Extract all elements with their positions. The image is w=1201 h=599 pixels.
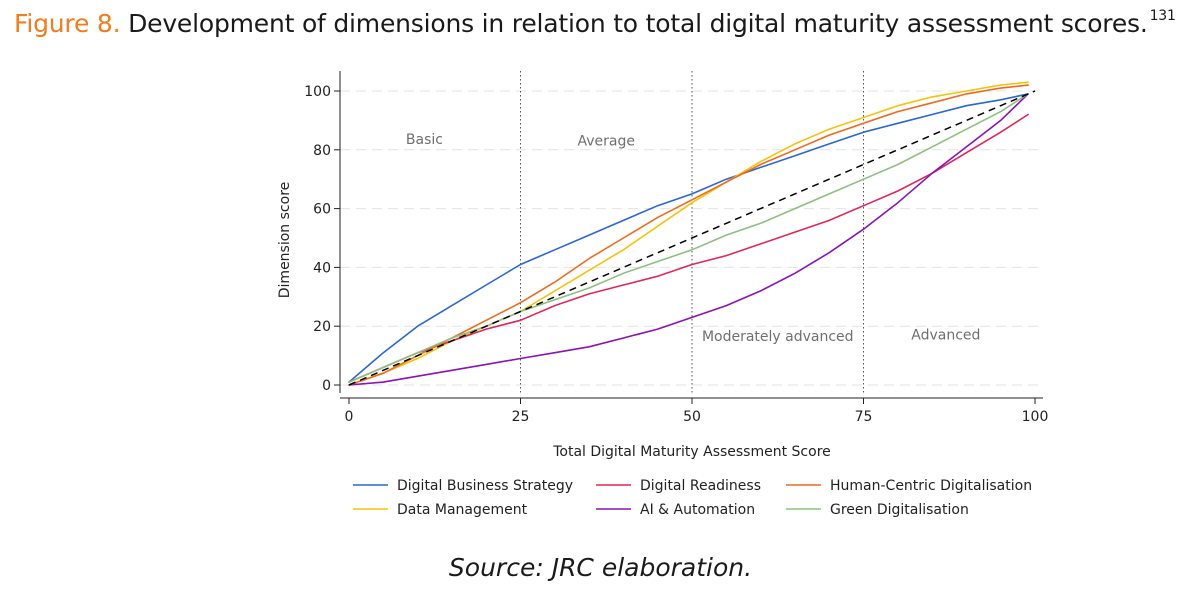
- y-axis-label: Dimension score: [277, 182, 293, 298]
- series-line-human-centric-digitalisation: [348, 84, 1029, 386]
- x-axis-label: Total Digital Maturity Assessment Score: [552, 444, 831, 460]
- y-tick-label: 0: [322, 378, 331, 394]
- legend-label-data-management: Data Management: [397, 502, 528, 518]
- y-tick-label: 100: [304, 84, 331, 100]
- figure-title-text: Development of dimensions in relation to…: [128, 9, 1148, 38]
- series-line-ai-automation: [348, 93, 1029, 386]
- region-label: Advanced: [911, 327, 980, 343]
- reference-diagonal-line: [348, 90, 1036, 386]
- region-label: Basic: [406, 132, 443, 148]
- x-tick-label: 50: [683, 409, 701, 425]
- y-tick-label: 60: [313, 202, 331, 218]
- region-label: Moderately advanced: [702, 329, 854, 345]
- region-label: Average: [578, 133, 636, 149]
- source-caption: Source: JRC elaboration.: [448, 553, 753, 582]
- legend-label-ai-automation: AI & Automation: [640, 502, 755, 518]
- y-tick-label: 20: [313, 319, 331, 335]
- legend-label-human-centric-digitalisation: Human-Centric Digitalisation: [830, 478, 1032, 494]
- legend: Digital Business Strategy Digital Readine…: [353, 478, 1032, 518]
- legend-label-digital-readiness: Digital Readiness: [640, 478, 761, 494]
- series-line-digital-business-strategy: [348, 93, 1029, 383]
- y-tick-label: 80: [313, 143, 331, 159]
- footnote-marker: 131: [1149, 8, 1176, 24]
- legend-label-green-digitalisation: Green Digitalisation: [830, 502, 969, 518]
- series-line-green-digitalisation: [348, 93, 1029, 383]
- figure-title: Figure 8. Development of dimensions in r…: [14, 8, 1176, 44]
- legend-label-digital-business-strategy: Digital Business Strategy: [397, 478, 573, 494]
- x-tick-label: 75: [855, 409, 873, 425]
- series-line-digital-readiness: [348, 113, 1029, 383]
- figure-label: Figure 8.: [14, 9, 121, 38]
- y-tick-label: 40: [313, 260, 331, 276]
- plot-area: 0 20 40 60 80 100 0 25 50 75 100 Basic Average Modera…: [304, 71, 1048, 425]
- line-chart: 0 20 40 60 80 100 0 25 50 75 100 Basic Average Modera…: [277, 71, 1048, 518]
- x-tick-label: 0: [345, 409, 354, 425]
- x-tick-label: 100: [1022, 409, 1049, 425]
- x-tick-label: 25: [512, 409, 530, 425]
